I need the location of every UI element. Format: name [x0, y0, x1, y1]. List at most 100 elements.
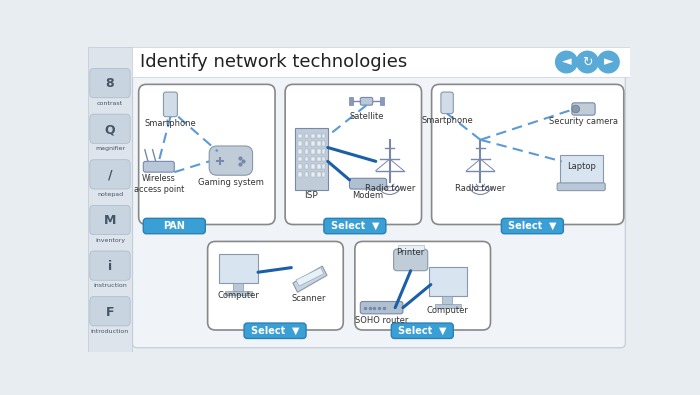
Bar: [233, 283, 242, 291]
Text: Smartphone: Smartphone: [421, 116, 473, 125]
Circle shape: [577, 51, 598, 73]
Bar: [321, 164, 326, 169]
Bar: [381, 98, 384, 105]
FancyBboxPatch shape: [393, 249, 428, 271]
Text: Gaming system: Gaming system: [198, 178, 264, 187]
Text: instruction: instruction: [93, 283, 127, 288]
Bar: [435, 304, 461, 308]
Text: Computer: Computer: [427, 306, 469, 315]
Text: /: /: [108, 169, 112, 182]
FancyBboxPatch shape: [90, 160, 130, 189]
Text: magnifier: magnifier: [95, 147, 125, 151]
Bar: [317, 149, 321, 154]
Text: Wireless
access point: Wireless access point: [134, 175, 184, 194]
FancyBboxPatch shape: [88, 47, 132, 352]
FancyBboxPatch shape: [349, 178, 386, 189]
Bar: [304, 164, 309, 169]
Bar: [304, 141, 309, 146]
Text: notepad: notepad: [97, 192, 123, 197]
FancyBboxPatch shape: [441, 92, 454, 114]
FancyBboxPatch shape: [90, 68, 130, 98]
FancyBboxPatch shape: [244, 323, 306, 339]
FancyBboxPatch shape: [208, 241, 343, 330]
Bar: [298, 149, 302, 154]
FancyBboxPatch shape: [132, 51, 625, 348]
FancyBboxPatch shape: [209, 146, 253, 175]
Text: contrast: contrast: [97, 101, 123, 106]
Text: Computer: Computer: [218, 292, 260, 301]
Text: F: F: [106, 305, 114, 318]
Bar: [311, 149, 314, 154]
Text: Select  ▼: Select ▼: [508, 221, 556, 231]
Text: ISP: ISP: [304, 192, 318, 200]
Text: Security camera: Security camera: [549, 117, 618, 126]
FancyBboxPatch shape: [428, 267, 468, 296]
Text: Q: Q: [105, 123, 116, 136]
FancyBboxPatch shape: [360, 301, 403, 314]
FancyBboxPatch shape: [572, 103, 595, 115]
Text: Radio tower: Radio tower: [365, 184, 415, 194]
FancyBboxPatch shape: [163, 92, 177, 117]
FancyBboxPatch shape: [501, 218, 564, 234]
Text: Select  ▼: Select ▼: [330, 221, 379, 231]
Bar: [311, 157, 314, 162]
Bar: [298, 141, 302, 146]
FancyBboxPatch shape: [324, 218, 386, 234]
Bar: [298, 134, 302, 138]
Text: SOHO router: SOHO router: [354, 316, 408, 325]
FancyBboxPatch shape: [295, 128, 328, 190]
Text: introduction: introduction: [91, 329, 129, 334]
Text: Identify network technologies: Identify network technologies: [140, 53, 407, 71]
FancyBboxPatch shape: [90, 205, 130, 235]
FancyBboxPatch shape: [355, 241, 491, 330]
Bar: [304, 149, 309, 154]
Bar: [225, 291, 252, 295]
Circle shape: [556, 51, 578, 73]
FancyBboxPatch shape: [90, 114, 130, 143]
Text: inventory: inventory: [95, 238, 125, 243]
FancyBboxPatch shape: [132, 47, 630, 77]
Bar: [321, 157, 326, 162]
Bar: [304, 157, 309, 162]
FancyBboxPatch shape: [90, 297, 130, 326]
Bar: [321, 172, 326, 177]
Text: 8: 8: [106, 77, 114, 90]
Bar: [442, 296, 452, 304]
Bar: [317, 164, 321, 169]
Bar: [321, 134, 326, 138]
Text: Satellite: Satellite: [349, 112, 384, 121]
Bar: [349, 98, 353, 105]
Bar: [317, 172, 321, 177]
FancyBboxPatch shape: [144, 162, 174, 172]
Polygon shape: [293, 266, 327, 292]
FancyBboxPatch shape: [285, 85, 421, 224]
Text: Modem: Modem: [353, 191, 384, 199]
FancyBboxPatch shape: [144, 218, 205, 234]
FancyBboxPatch shape: [391, 323, 454, 339]
Bar: [311, 141, 314, 146]
FancyBboxPatch shape: [557, 183, 606, 191]
Text: ↻: ↻: [582, 56, 593, 68]
Bar: [321, 141, 326, 146]
Polygon shape: [296, 268, 324, 286]
Text: M: M: [104, 214, 116, 227]
Bar: [298, 172, 302, 177]
Bar: [321, 149, 326, 154]
Text: Radio tower: Radio tower: [455, 184, 505, 194]
FancyBboxPatch shape: [560, 155, 603, 183]
Bar: [398, 245, 424, 250]
Bar: [304, 134, 309, 138]
Bar: [304, 172, 309, 177]
Text: Select  ▼: Select ▼: [251, 326, 300, 336]
Text: Select  ▼: Select ▼: [398, 326, 447, 336]
Text: Laptop: Laptop: [567, 162, 596, 171]
Text: ◄: ◄: [561, 56, 571, 68]
Text: ►: ►: [603, 56, 613, 68]
Bar: [298, 157, 302, 162]
Text: PAN: PAN: [163, 221, 186, 231]
Circle shape: [598, 51, 620, 73]
Text: Smartphone: Smartphone: [145, 119, 196, 128]
FancyBboxPatch shape: [432, 85, 624, 224]
Bar: [317, 134, 321, 138]
Text: Printer: Printer: [396, 248, 425, 257]
